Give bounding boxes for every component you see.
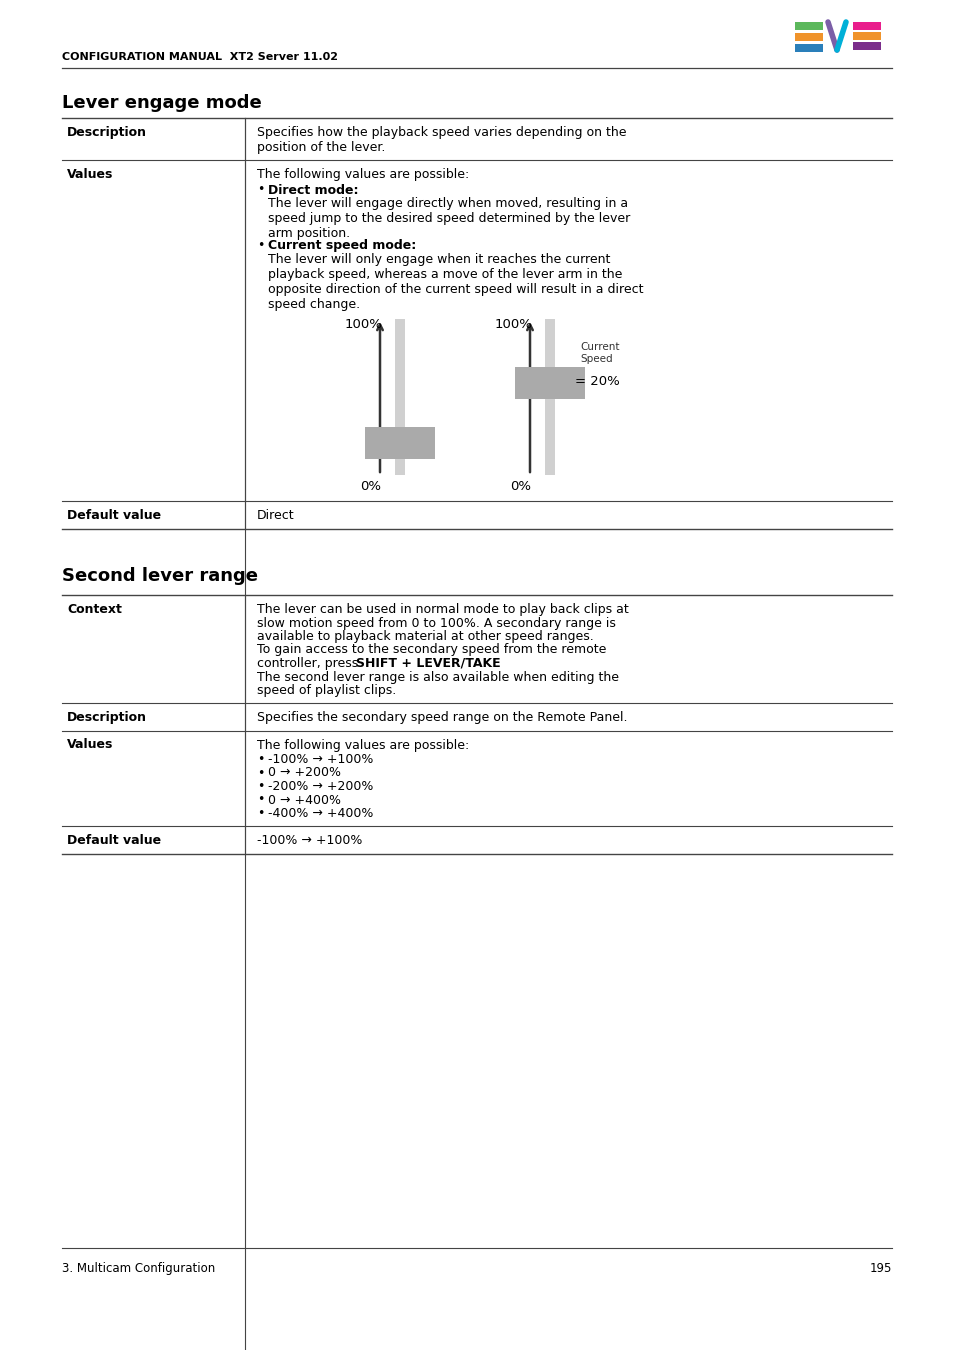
Text: The second lever range is also available when editing the: The second lever range is also available… — [256, 671, 618, 683]
Text: Current
Speed: Current Speed — [579, 342, 618, 363]
Text: CONFIGURATION MANUAL  XT2 Server 11.02: CONFIGURATION MANUAL XT2 Server 11.02 — [62, 53, 337, 62]
Text: -100% → +100%: -100% → +100% — [256, 833, 362, 846]
Text: Direct: Direct — [256, 509, 294, 522]
Text: •: • — [256, 794, 264, 806]
Text: 0 → +400%: 0 → +400% — [268, 794, 340, 806]
Text: The lever will engage directly when moved, resulting in a
speed jump to the desi: The lever will engage directly when move… — [268, 197, 630, 240]
Text: 0 → +200%: 0 → +200% — [268, 767, 340, 779]
Text: Direct mode:: Direct mode: — [268, 184, 358, 197]
Text: The lever can be used in normal mode to play back clips at: The lever can be used in normal mode to … — [256, 603, 628, 616]
Text: controller, press: controller, press — [256, 657, 362, 670]
Text: slow motion speed from 0 to 100%. A secondary range is: slow motion speed from 0 to 100%. A seco… — [256, 617, 616, 629]
Text: Second lever range: Second lever range — [62, 567, 257, 585]
Text: .: . — [468, 657, 472, 670]
Bar — [515, 367, 584, 400]
Text: Default value: Default value — [67, 509, 161, 522]
Text: speed of playlist clips.: speed of playlist clips. — [256, 684, 395, 697]
Text: -100% → +100%: -100% → +100% — [268, 753, 373, 765]
Text: •: • — [256, 780, 264, 792]
Text: 0%: 0% — [359, 481, 380, 493]
Bar — [852, 32, 880, 40]
Text: Values: Values — [67, 738, 113, 752]
Text: Values: Values — [67, 167, 113, 181]
Text: 3. Multicam Configuration: 3. Multicam Configuration — [62, 1262, 215, 1274]
Text: 100%: 100% — [345, 319, 382, 331]
Bar — [395, 319, 405, 475]
Bar — [794, 32, 822, 40]
Bar — [794, 22, 822, 30]
Bar — [852, 42, 880, 50]
Text: 195: 195 — [869, 1262, 891, 1274]
Text: Description: Description — [67, 126, 147, 139]
Bar — [852, 22, 880, 30]
Text: The lever will only engage when it reaches the current
playback speed, whereas a: The lever will only engage when it reach… — [268, 252, 643, 310]
Bar — [365, 427, 435, 459]
Text: = 20%: = 20% — [575, 375, 619, 387]
Text: Context: Context — [67, 603, 122, 616]
Text: •: • — [256, 239, 264, 252]
Text: Description: Description — [67, 710, 147, 724]
Text: Specifies the secondary speed range on the Remote Panel.: Specifies the secondary speed range on t… — [256, 710, 627, 724]
Text: -400% → +400%: -400% → +400% — [268, 807, 373, 819]
Text: •: • — [256, 767, 264, 779]
Text: •: • — [256, 807, 264, 819]
Bar — [794, 45, 822, 53]
Text: •: • — [256, 753, 264, 765]
Text: Current speed mode:: Current speed mode: — [268, 239, 416, 252]
Text: The following values are possible:: The following values are possible: — [256, 167, 469, 181]
Text: 100%: 100% — [495, 319, 533, 331]
Bar — [544, 319, 555, 475]
Text: available to playback material at other speed ranges.: available to playback material at other … — [256, 630, 593, 643]
Text: Default value: Default value — [67, 833, 161, 846]
Text: Lever engage mode: Lever engage mode — [62, 95, 261, 112]
Text: The following values are possible:: The following values are possible: — [256, 738, 469, 752]
Text: 0%: 0% — [510, 481, 531, 493]
Text: •: • — [256, 184, 264, 197]
Text: To gain access to the secondary speed from the remote: To gain access to the secondary speed fr… — [256, 644, 606, 656]
Text: SHIFT + LEVER/TAKE: SHIFT + LEVER/TAKE — [355, 657, 500, 670]
Text: -200% → +200%: -200% → +200% — [268, 780, 373, 792]
Text: Specifies how the playback speed varies depending on the
position of the lever.: Specifies how the playback speed varies … — [256, 126, 626, 154]
